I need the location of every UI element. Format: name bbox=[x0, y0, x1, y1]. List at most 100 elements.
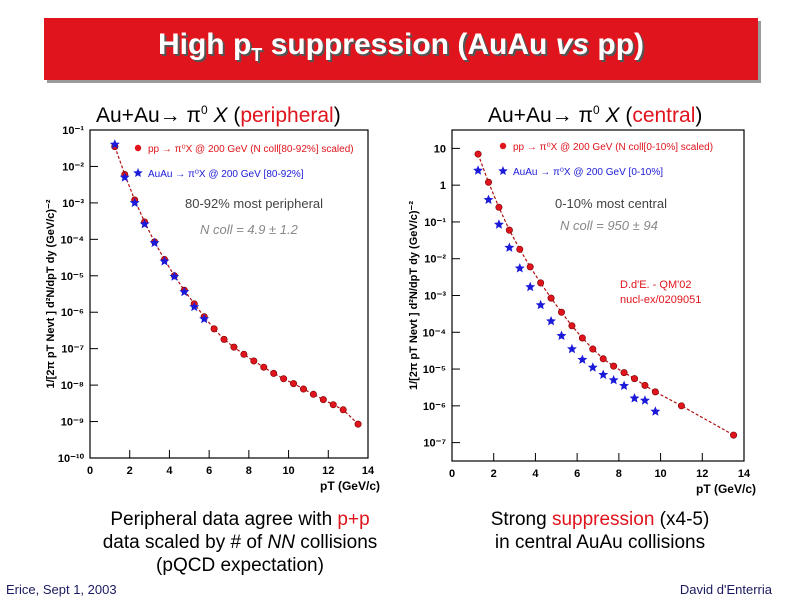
auau-point bbox=[577, 354, 588, 364]
legend-marker-pp bbox=[499, 142, 507, 150]
y-tick-label: 1 bbox=[440, 180, 446, 192]
heading-x: X bbox=[207, 104, 228, 127]
pp-point bbox=[354, 420, 362, 428]
auau-point bbox=[494, 219, 504, 229]
pp-point bbox=[270, 369, 278, 377]
caption-text: Peripheral data agree with bbox=[110, 509, 338, 530]
x-tick-label: 14 bbox=[362, 465, 375, 477]
x-tick-label: 4 bbox=[166, 465, 173, 477]
y-tick-label: 10⁻¹ bbox=[424, 217, 446, 229]
pp-point bbox=[558, 308, 566, 316]
left-plot-heading: Au+Au→ π0 X (peripheral) bbox=[96, 103, 341, 127]
auau-point bbox=[483, 194, 494, 204]
auau-point bbox=[598, 369, 609, 379]
title-subscript: T bbox=[251, 45, 263, 65]
pp-fit-curve bbox=[477, 153, 734, 436]
auau-point bbox=[619, 380, 629, 390]
chart-annotation: N coll = 4.9 ± 1.2 bbox=[200, 222, 299, 237]
auau-point bbox=[556, 330, 567, 340]
title-text-1: High p bbox=[157, 28, 252, 61]
x-tick-label: 10 bbox=[282, 465, 294, 477]
x-tick-label: 12 bbox=[322, 465, 334, 477]
auau-point bbox=[139, 219, 150, 229]
y-tick-label: 10⁻⁶ bbox=[423, 401, 446, 413]
slide-title: High pT suppression (AuAu vs pp) bbox=[44, 28, 758, 66]
auau-point bbox=[514, 263, 525, 273]
pp-point bbox=[677, 402, 685, 410]
pp-point bbox=[220, 335, 228, 343]
auau-point bbox=[535, 299, 546, 310]
x-axis-label: pT (GeV/c) bbox=[696, 482, 756, 496]
x-tick-label: 4 bbox=[532, 468, 539, 480]
footer-date: Erice, Sept 1, 2003 bbox=[6, 582, 117, 597]
pp-point bbox=[240, 350, 248, 358]
x-axis-label: pT (GeV/c) bbox=[320, 479, 380, 493]
legend-label: pp → π⁰X @ 200 GeV (N coll[80-92%] scale… bbox=[148, 144, 354, 155]
heading-qualifier: central bbox=[632, 104, 696, 127]
heading-x: X bbox=[599, 104, 620, 127]
heading-qualifier: peripheral bbox=[240, 104, 334, 127]
auau-point bbox=[587, 362, 598, 372]
x-tick-label: 2 bbox=[491, 468, 497, 480]
y-tick-label: 10⁻⁴ bbox=[423, 327, 446, 339]
y-tick-label: 10⁻⁵ bbox=[61, 271, 84, 283]
x-tick-label: 8 bbox=[246, 465, 252, 477]
right-plot-heading: Au+Au→ π0 X (central) bbox=[488, 103, 703, 127]
title-text-2: suppression (AuAu bbox=[262, 28, 556, 61]
auau-point bbox=[650, 406, 661, 416]
pp-point bbox=[319, 396, 327, 404]
y-tick-label: 10⁻¹ bbox=[62, 125, 84, 137]
y-tick-label: 10⁻⁵ bbox=[423, 364, 446, 376]
y-tick-label: 10⁻³ bbox=[424, 291, 446, 303]
footer-author: David d'Enterria bbox=[679, 582, 772, 597]
pp-point bbox=[339, 406, 347, 414]
pp-point bbox=[568, 322, 576, 330]
pp-point bbox=[610, 362, 618, 370]
auau-point bbox=[567, 343, 577, 354]
peripheral-chart: 0 2 4 6 8 10 12 14 10⁻¹⁰ 10⁻⁹ 10⁻⁸ 10⁻⁷ 10⁻⁶ 10⁻⁵ 10⁻⁴… bbox=[45, 125, 380, 493]
pp-point bbox=[299, 385, 307, 393]
pp-point bbox=[210, 325, 218, 333]
pp-point bbox=[260, 363, 268, 371]
auau-point bbox=[119, 172, 130, 182]
y-tick-label: 10⁻⁸ bbox=[61, 380, 84, 392]
pp-point bbox=[329, 401, 337, 409]
caption-text: in central AuAu collisions bbox=[494, 532, 706, 553]
pp-point bbox=[537, 279, 545, 287]
y-tick-label: 10 bbox=[434, 143, 446, 155]
auau-point bbox=[109, 139, 120, 149]
y-tick-label: 10⁻⁶ bbox=[61, 307, 84, 319]
pp-point bbox=[651, 388, 659, 396]
pp-point bbox=[309, 390, 317, 398]
auau-point bbox=[546, 316, 556, 326]
y-tick-label: 10⁻² bbox=[62, 161, 84, 173]
auau-point bbox=[179, 286, 190, 297]
title-text-3: pp) bbox=[589, 28, 645, 61]
y-tick-label: 10⁻³ bbox=[62, 198, 84, 210]
legend-label: AuAu → π⁰X @ 200 GeV [80-92%] bbox=[148, 169, 304, 180]
pp-point bbox=[250, 357, 258, 365]
pp-point bbox=[547, 294, 555, 302]
chart-annotation: nucl-ex/0209051 bbox=[620, 294, 701, 306]
pp-point bbox=[578, 334, 586, 342]
caption-italic: NN bbox=[267, 532, 295, 553]
y-tick-label: 10⁻² bbox=[424, 254, 446, 266]
y-tick-label: 10⁻⁹ bbox=[61, 417, 84, 429]
heading-text: Au+Au→ π bbox=[96, 104, 201, 127]
y-tick-label: 10⁻⁷ bbox=[61, 344, 84, 356]
title-italic: vs bbox=[555, 28, 590, 61]
caption-highlight: p+p bbox=[337, 509, 370, 530]
y-tick-label: 10⁻⁴ bbox=[61, 234, 84, 246]
auau-point bbox=[189, 301, 200, 312]
legend-marker-auau bbox=[498, 166, 508, 175]
x-tick-label: 12 bbox=[696, 468, 708, 480]
y-tick-label: 10⁻¹⁰ bbox=[58, 453, 85, 465]
title-banner: High pT suppression (AuAu vs pp) bbox=[44, 18, 758, 80]
legend-marker-auau bbox=[133, 168, 143, 177]
legend-label: AuAu → π⁰X @ 200 GeV [0-10%] bbox=[513, 167, 663, 178]
caption-text: Strong bbox=[490, 509, 552, 530]
heading-sup: 0 bbox=[592, 103, 600, 117]
pp-point bbox=[641, 381, 649, 389]
left-caption: Peripheral data agree with p+p data scal… bbox=[60, 508, 420, 577]
caption-text: (pQCD expectation) bbox=[156, 555, 324, 576]
